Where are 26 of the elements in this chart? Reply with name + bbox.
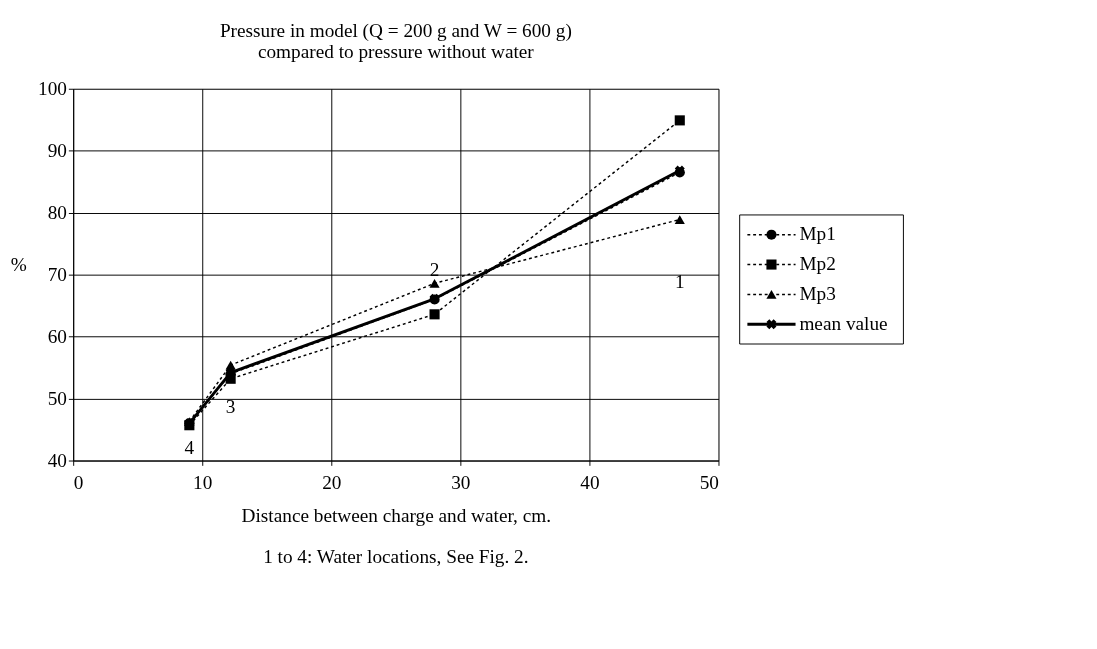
legend-label: Mp3 — [799, 283, 836, 305]
legend-label: Mp1 — [799, 223, 836, 245]
annotation: 1 — [674, 270, 685, 292]
y-axis-title: % — [10, 254, 27, 276]
annotation: 2 — [429, 258, 440, 280]
legend-label: Mp2 — [799, 253, 836, 275]
annotation: 3 — [225, 396, 236, 418]
legend-label: mean value — [799, 313, 888, 335]
y-tick-label: 60 — [47, 325, 67, 347]
annotation: 4 — [184, 437, 195, 459]
y-tick-label: 80 — [47, 201, 67, 223]
text: 1 to 4: Water locations, See Fig. 2. — [263, 545, 529, 567]
x-tick-label: 40 — [580, 471, 600, 493]
y-tick-label: 50 — [47, 387, 67, 409]
x-tick-label: 0 — [73, 471, 84, 493]
x-axis-title: Distance between charge and water, cm. — [241, 504, 552, 526]
x-tick-label: 50 — [699, 471, 719, 493]
y-tick-label: 70 — [47, 263, 67, 285]
text: Pressure in model (Q = 200 g and W = 600 g) — [219, 19, 572, 41]
x-tick-label: 30 — [451, 471, 471, 493]
text: compared to pressure without water — [257, 40, 534, 62]
y-tick-label: 90 — [47, 140, 67, 161]
y-tick-label: 100 — [38, 78, 67, 100]
x-tick-label: 20 — [322, 471, 342, 493]
y-tick-label: 40 — [47, 449, 67, 471]
x-tick-label: 10 — [193, 471, 213, 493]
